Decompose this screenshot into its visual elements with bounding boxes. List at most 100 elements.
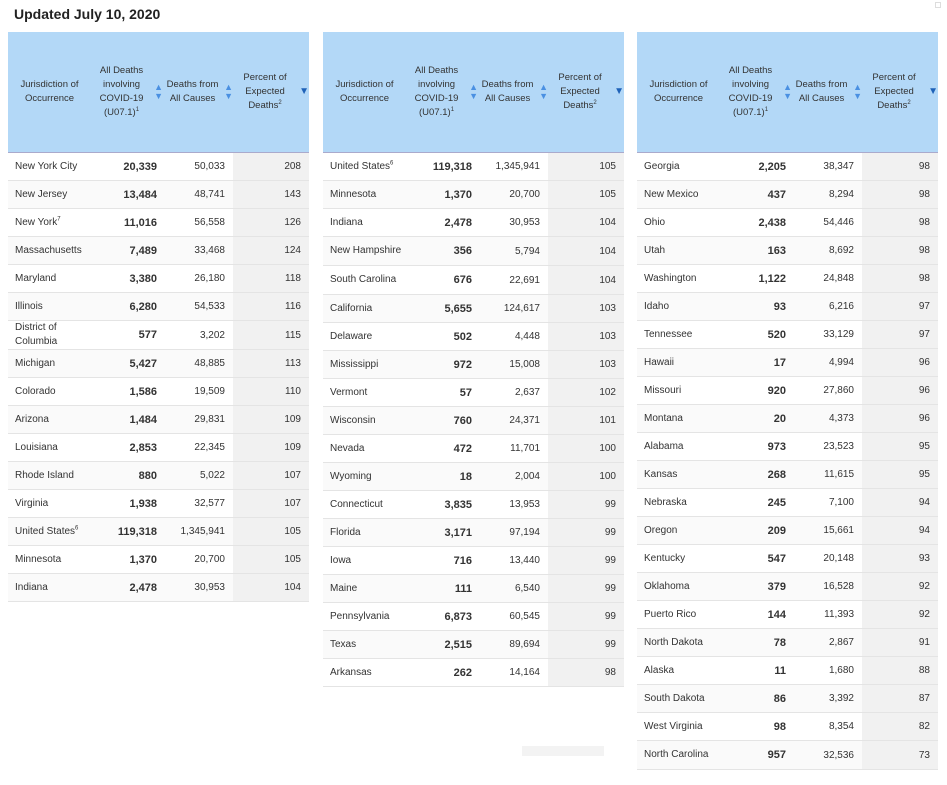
header-label: Deaths from All Causes xyxy=(166,79,219,104)
percent-expected-value: 98 xyxy=(862,153,938,180)
header-all-deaths[interactable]: Deaths from All Causes ▲ ▼ xyxy=(163,32,233,152)
jurisdiction-name: Idaho xyxy=(637,293,720,320)
covid-deaths-value: 379 xyxy=(720,573,792,600)
percent-expected-value: 118 xyxy=(233,265,309,292)
jurisdiction-label: Puerto Rico xyxy=(644,608,697,620)
table-row: Idaho 93 6,216 97 xyxy=(637,293,938,321)
sort-desc-icon[interactable]: ▼ xyxy=(299,86,309,97)
jurisdiction-label: New York City xyxy=(15,160,78,172)
header-percent-expected[interactable]: Percent of Expected Deaths2 ▼ xyxy=(233,32,309,152)
sort-desc-icon[interactable]: ▼ xyxy=(614,86,624,97)
sort-icon[interactable]: ▲ ▼ xyxy=(154,82,163,101)
header-covid-deaths[interactable]: All Deaths involving COVID-19 (U07.1)1 ▲ ▼ xyxy=(91,32,163,152)
jurisdiction-name: New Mexico xyxy=(637,181,720,208)
jurisdiction-name: Massachusetts xyxy=(8,237,91,264)
table-header: Jurisdiction of Occurrence All Deaths inv… xyxy=(323,32,624,153)
table-row: Michigan 5,427 48,885 113 xyxy=(8,350,309,378)
percent-expected-value: 82 xyxy=(862,713,938,740)
table-row: Maryland 3,380 26,180 118 xyxy=(8,265,309,293)
jurisdiction-name: Michigan xyxy=(8,350,91,377)
header-all-deaths[interactable]: Deaths from All Causes ▲ ▼ xyxy=(478,32,548,152)
jurisdiction-label: Georgia xyxy=(644,160,680,172)
all-deaths-value: 29,831 xyxy=(163,406,233,433)
percent-expected-value: 87 xyxy=(862,685,938,712)
header-jurisdiction[interactable]: Jurisdiction of Occurrence xyxy=(8,32,91,152)
header-jurisdiction[interactable]: Jurisdiction of Occurrence xyxy=(323,32,406,152)
percent-expected-value: 103 xyxy=(548,351,624,378)
table-row: Delaware 502 4,448 103 xyxy=(323,323,624,351)
data-table: Jurisdiction of Occurrence All Deaths inv… xyxy=(637,32,938,770)
all-deaths-value: 8,692 xyxy=(792,237,862,264)
jurisdiction-name: Pennsylvania xyxy=(323,603,406,630)
sort-icon[interactable]: ▲ ▼ xyxy=(469,82,478,101)
header-percent-expected[interactable]: Percent of Expected Deaths2 ▼ xyxy=(862,32,938,152)
table-row: United States6 119,318 1,345,941 105 xyxy=(323,153,624,181)
header-label: Jurisdiction of Occurrence xyxy=(335,79,394,104)
sort-icon[interactable]: ▲ ▼ xyxy=(853,82,862,101)
covid-deaths-value: 547 xyxy=(767,552,786,565)
jurisdiction-label: Kansas xyxy=(644,468,678,480)
jurisdiction-label: Tennessee xyxy=(644,328,693,340)
header-covid-deaths[interactable]: All Deaths involving COVID-19 (U07.1)1 ▲ ▼ xyxy=(406,32,478,152)
table-row: Massachusetts 7,489 33,468 124 xyxy=(8,237,309,265)
table-header: Jurisdiction of Occurrence All Deaths inv… xyxy=(8,32,309,153)
percent-expected-value: 104 xyxy=(233,574,309,601)
jurisdiction-label: Arkansas xyxy=(330,666,372,678)
jurisdiction-label: Mississippi xyxy=(330,358,379,370)
covid-deaths-value: 2,205 xyxy=(758,160,786,173)
percent-expected-value: 105 xyxy=(548,153,624,180)
all-deaths-value: 4,373 xyxy=(792,405,862,432)
jurisdiction-name: Minnesota xyxy=(8,546,91,573)
jurisdiction-name: United States6 xyxy=(323,153,406,180)
jurisdiction-label: New York7 xyxy=(15,216,61,228)
covid-deaths-value: 18 xyxy=(406,463,478,490)
jurisdiction-label: Hawaii xyxy=(644,356,675,368)
header-jurisdiction[interactable]: Jurisdiction of Occurrence xyxy=(637,32,720,152)
jurisdiction-name: Texas xyxy=(323,631,406,658)
covid-deaths-value: 3,171 xyxy=(406,519,478,546)
covid-deaths-value: 13,484 xyxy=(91,181,163,208)
covid-deaths-value: 111 xyxy=(406,575,478,602)
jurisdiction-name: Wyoming xyxy=(323,463,406,490)
jurisdiction-label: Missouri xyxy=(644,384,682,396)
covid-deaths-value: 1,370 xyxy=(406,181,478,208)
all-deaths-value: 1,680 xyxy=(828,665,854,676)
header-label: Percent of Expected Deaths2 xyxy=(558,72,602,111)
jurisdiction-label: Montana xyxy=(644,412,683,424)
covid-deaths-value: 86 xyxy=(720,685,792,712)
jurisdiction-name: Rhode Island xyxy=(8,462,91,489)
percent-expected-value: 103 xyxy=(548,295,624,322)
jurisdiction-label: Pennsylvania xyxy=(330,610,390,622)
covid-deaths-value: 11,016 xyxy=(123,216,157,229)
sort-icon[interactable]: ▲ ▼ xyxy=(224,82,233,101)
jurisdiction-label: South Carolina xyxy=(330,274,397,285)
table-row: Minnesota 1,370 20,700 105 xyxy=(323,181,624,209)
covid-deaths-value: 472 xyxy=(453,442,472,455)
footnote-marker: 2 xyxy=(593,99,597,106)
sort-icon[interactable]: ▲ ▼ xyxy=(539,82,548,101)
table-row: Rhode Island 880 5,022 107 xyxy=(8,462,309,490)
covid-deaths-value: 78 xyxy=(720,629,792,656)
percent-expected-value: 105 xyxy=(233,546,309,573)
jurisdiction-label: Washington xyxy=(644,272,697,284)
all-deaths-value: 15,661 xyxy=(792,517,862,544)
table-row: New York City 20,339 50,033 208 xyxy=(8,153,309,181)
all-deaths-value: 20,148 xyxy=(823,553,854,564)
table-body: United States6 119,318 1,345,941 105 Minneso… xyxy=(323,153,624,687)
percent-expected-value: 96 xyxy=(862,405,938,432)
sort-icon[interactable]: ▲ ▼ xyxy=(783,82,792,101)
header-covid-deaths[interactable]: All Deaths involving COVID-19 (U07.1)1 ▲ ▼ xyxy=(720,32,792,152)
all-deaths-value: 16,528 xyxy=(792,573,862,600)
header-all-deaths[interactable]: Deaths from All Causes ▲ ▼ xyxy=(792,32,862,152)
covid-deaths-value: 2,515 xyxy=(406,631,478,658)
covid-deaths-value: 1,122 xyxy=(758,272,786,285)
sort-desc-icon[interactable]: ▼ xyxy=(928,86,938,97)
covid-deaths-value: 209 xyxy=(720,517,792,544)
percent-expected-value: 94 xyxy=(862,517,938,544)
jurisdiction-name: Mississippi xyxy=(323,351,406,378)
all-deaths-value: 27,860 xyxy=(823,385,854,396)
covid-deaths-value: 760 xyxy=(406,407,478,434)
covid-deaths-value: 716 xyxy=(453,554,472,567)
header-percent-expected[interactable]: Percent of Expected Deaths2 ▼ xyxy=(548,32,624,152)
jurisdiction-label: Maryland xyxy=(15,272,57,284)
